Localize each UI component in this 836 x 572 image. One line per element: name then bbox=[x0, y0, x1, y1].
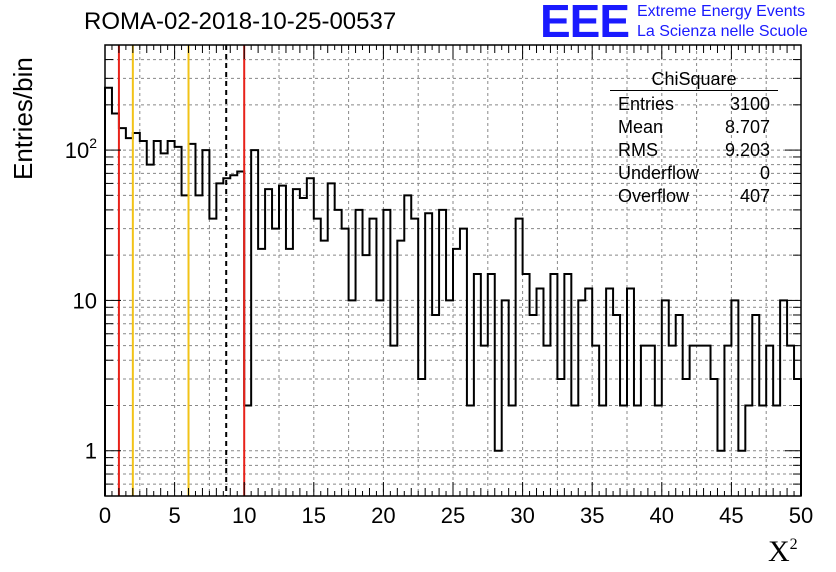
run-title: ROMA-02-2018-10-25-00537 bbox=[84, 8, 397, 35]
stats-label: Underflow bbox=[618, 163, 700, 183]
x-axis-label-sup: 2 bbox=[789, 536, 798, 553]
x-tick-label: 30 bbox=[510, 503, 534, 528]
x-axis-label-base: X bbox=[768, 535, 790, 568]
y-tick-label: 102 bbox=[65, 135, 97, 163]
stats-label: Entries bbox=[618, 94, 675, 114]
stats-row-mean: Mean 8.707 bbox=[610, 116, 778, 139]
x-tick-label: 35 bbox=[580, 503, 604, 528]
x-tick-label: 20 bbox=[371, 503, 395, 528]
stats-label: Mean bbox=[618, 117, 664, 137]
x-tick-label: 25 bbox=[441, 503, 465, 528]
stats-value: 407 bbox=[739, 186, 770, 206]
stats-row-entries: Entries 3100 bbox=[610, 93, 778, 116]
x-tick-label: 15 bbox=[302, 503, 326, 528]
stats-row-rms: RMS 9.203 bbox=[610, 139, 778, 162]
histogram-series bbox=[104, 86, 802, 496]
stats-label: Overflow bbox=[618, 186, 690, 206]
y-tick-label: 10 bbox=[73, 288, 97, 313]
x-tick-label: 40 bbox=[650, 503, 674, 528]
eee-logo-line1: Extreme Energy Events bbox=[637, 3, 806, 20]
stats-value: 0 bbox=[759, 163, 770, 183]
stats-value: 9.203 bbox=[724, 140, 770, 160]
x-tick-label: 0 bbox=[99, 503, 111, 528]
eee-logo: EEE bbox=[540, 0, 630, 47]
x-tick-label: 10 bbox=[232, 503, 256, 528]
stats-title: ChiSquare bbox=[610, 68, 778, 91]
y-axis-label: Entries/bin bbox=[8, 57, 38, 180]
stats-row-underflow: Underflow 0 bbox=[610, 162, 778, 185]
x-tick-label: 5 bbox=[168, 503, 180, 528]
eee-logo-line2: La Scienza nelle Scuole bbox=[637, 23, 808, 40]
stats-row-overflow: Overflow 407 bbox=[610, 185, 778, 208]
stats-label: RMS bbox=[618, 140, 658, 160]
x-tick-label: 50 bbox=[789, 503, 813, 528]
stats-value: 8.707 bbox=[724, 117, 770, 137]
x-tick-label: 45 bbox=[719, 503, 743, 528]
x-axis-label: X2 bbox=[768, 535, 798, 569]
stats-box: ChiSquare Entries 3100 Mean 8.707 RMS 9.203… bbox=[610, 68, 778, 208]
stats-value: 3100 bbox=[729, 94, 770, 114]
y-tick-label: 1 bbox=[85, 439, 97, 464]
